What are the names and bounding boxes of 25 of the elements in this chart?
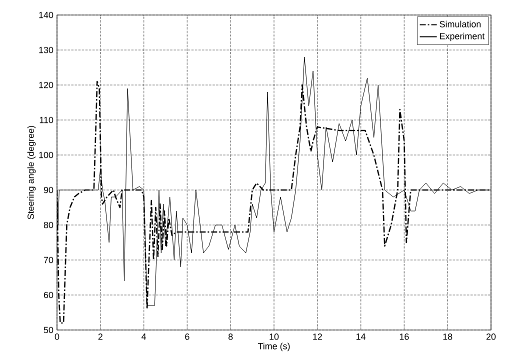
y-tick-label: 50 [44, 326, 54, 334]
y-tick-label: 80 [44, 222, 54, 228]
x-tick-label: 12 [313, 334, 322, 340]
y-tick-label: 60 [44, 292, 54, 298]
y-tick-label: 120 [39, 82, 54, 88]
x-tick-label: 10 [270, 334, 279, 340]
legend-label: Experiment [440, 32, 485, 42]
y-tick-label: 110 [40, 116, 54, 124]
x-tick-label: 20 [486, 334, 496, 340]
x-tick-label: 6 [185, 334, 190, 340]
y-tick-label: 70 [44, 256, 54, 264]
legend-label: Simulation [440, 20, 481, 28]
y-tick-label: 100 [39, 152, 54, 158]
y-tick-label: 130 [39, 46, 54, 54]
x-tick-label: 4 [142, 334, 146, 340]
y-tick-label: 90 [44, 186, 54, 194]
x-tick-label: 14 [356, 334, 366, 340]
x-tick-label: 8 [228, 334, 233, 340]
y-axis-title: Steering angle (degree) [27, 126, 36, 220]
y-tick-label: 140 [39, 12, 54, 18]
x-tick-label: 0 [54, 334, 60, 340]
x-axis-title: Time (s) [258, 342, 290, 352]
x-tick-label: 2 [98, 334, 102, 340]
x-tick-label: 16 [400, 334, 409, 340]
x-tick-label: 18 [443, 334, 452, 340]
